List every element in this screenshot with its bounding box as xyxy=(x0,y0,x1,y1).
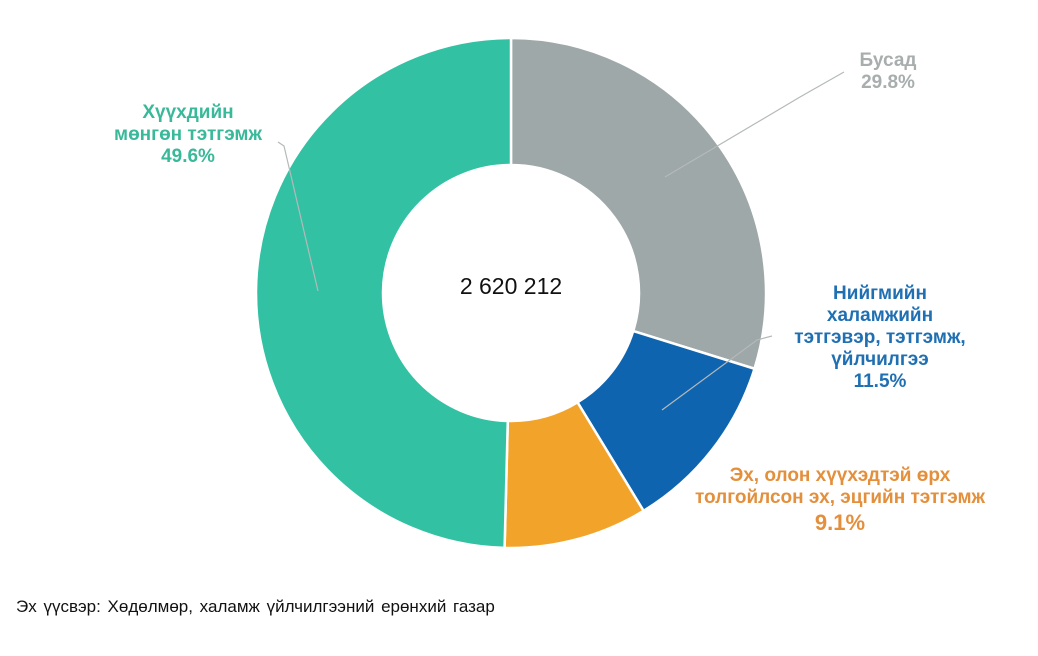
label-line: Бусад xyxy=(859,50,917,71)
label-percent: 11.5% xyxy=(853,371,907,392)
label-percent: 9.1% xyxy=(814,510,866,535)
label-line: мөнгөн тэтгэмж xyxy=(114,124,262,145)
label-line: Нийгмийн xyxy=(833,283,927,304)
label-percent: 49.6% xyxy=(161,146,215,167)
label-line: Эх, олон хүүхэдтэй өрх xyxy=(729,465,951,486)
label-other: Бусад 29.8% xyxy=(838,50,938,94)
label-line: толгойлсон эх, эцгийн тэтгэмж xyxy=(694,487,986,508)
leader-line-social xyxy=(661,335,773,411)
label-social-welfare: Нийгмийн халамжийн тэтгэвэр, тэтгэмж, үй… xyxy=(760,283,1000,393)
leader-line-child xyxy=(277,141,319,292)
donut-slice xyxy=(509,36,768,371)
label-line: халамжийн xyxy=(826,305,934,326)
label-line: тэтгэвэр, тэтгэмж, xyxy=(794,327,966,348)
source-note: Эх үүсвэр: Хөдөлмөр, халамж үйлчилгээний… xyxy=(16,597,495,616)
leader-line-other xyxy=(664,71,845,178)
label-line: Хүүхдийн xyxy=(142,102,234,123)
donut-slice xyxy=(254,36,513,550)
label-line: үйлчилгээ xyxy=(831,349,929,370)
label-child-allowance: Хүүхдийн мөнгөн тэтгэмж 49.6% xyxy=(88,102,288,168)
center-total-value: 2 620 212 xyxy=(459,273,563,299)
label-mother-allowance: Эх, олон хүүхэдтэй өрх толгойлсон эх, эц… xyxy=(650,465,1030,537)
label-percent: 29.8% xyxy=(861,72,915,93)
